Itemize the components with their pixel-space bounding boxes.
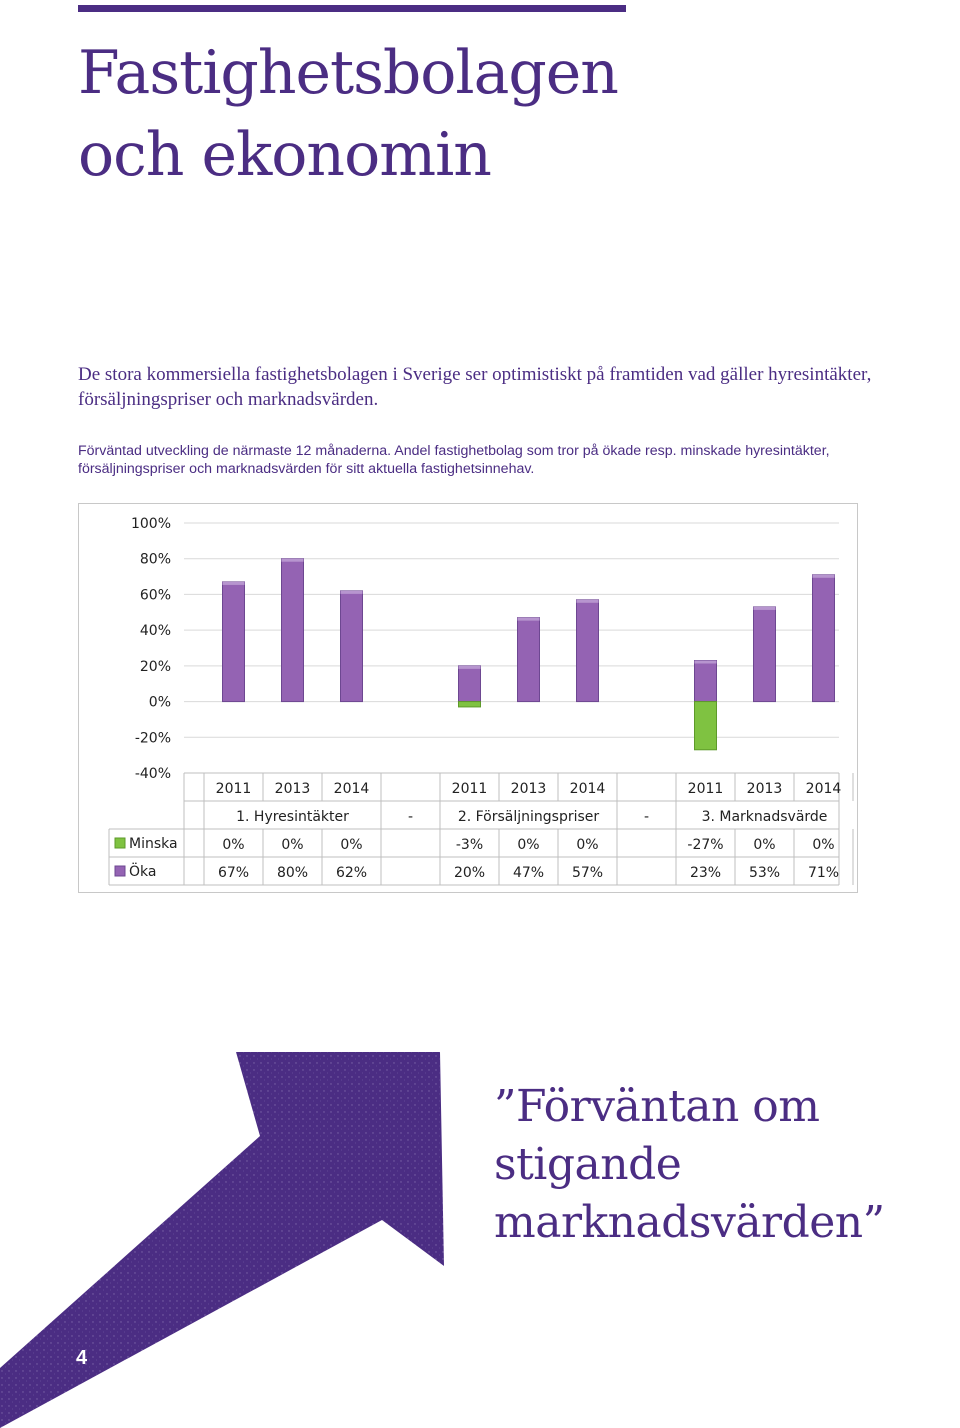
bar-oka-cap — [694, 660, 717, 664]
bar-oka-cap — [576, 599, 599, 603]
y-tick-label: 0% — [149, 695, 171, 711]
bar-oka — [812, 574, 835, 703]
legend-swatch — [114, 865, 126, 877]
y-tick-label: 40% — [140, 623, 171, 639]
top-accent-bar — [78, 5, 626, 12]
x-tick-label: 2014 — [806, 781, 842, 797]
arrow-shape — [0, 1052, 444, 1428]
data-label: 20% — [454, 865, 485, 881]
bar-oka-cap — [222, 581, 245, 585]
data-label: 80% — [277, 865, 308, 881]
data-label: 0% — [753, 837, 775, 853]
page-title-line-1: Fastighetsbolagen — [78, 38, 619, 108]
intro-paragraph: De stora kommersiella fastighetsbolagen … — [78, 364, 872, 410]
page-title: Fastighetsbolagen och ekonomin — [78, 32, 619, 196]
bar-oka-cap — [812, 574, 835, 578]
legend-label: Minska — [129, 836, 178, 852]
arrow-graphic — [0, 1052, 444, 1428]
bar-oka-cap — [340, 590, 363, 594]
bar-oka — [753, 606, 776, 703]
data-label: -27% — [687, 837, 723, 853]
group-label: - — [408, 809, 413, 825]
data-label: 71% — [808, 865, 839, 881]
bar-oka — [222, 581, 245, 703]
x-tick-label: 2011 — [688, 781, 724, 797]
page-title-line-2: och ekonomin — [78, 120, 492, 190]
group-label: 1. Hyresintäkter — [236, 809, 349, 825]
bar-oka — [517, 617, 540, 703]
data-label: 67% — [218, 865, 249, 881]
y-tick-label: 20% — [140, 659, 171, 675]
bar-oka — [576, 599, 599, 703]
chart-caption-line-2: försäljningspriser och marknadsvärden fö… — [78, 461, 535, 477]
y-tick-label: 100% — [131, 516, 171, 532]
x-tick-label: 2013 — [511, 781, 547, 797]
group-label: - — [644, 809, 649, 825]
y-tick-label: 80% — [140, 552, 171, 568]
data-label: 0% — [222, 837, 244, 853]
bar-chart: 100%80%60%40%20%0%-20%-40%2011 2013 2014 20… — [108, 516, 854, 886]
data-label: 47% — [513, 865, 544, 881]
pull-quote-line-2: marknadsvärden” — [494, 1197, 885, 1248]
x-tick-label: 2014 — [570, 781, 606, 797]
x-tick-label: 2014 — [334, 781, 370, 797]
bar-oka — [340, 590, 363, 703]
page-number: 4 — [76, 1347, 88, 1369]
data-label: 57% — [572, 865, 603, 881]
x-tick-label: 2013 — [275, 781, 311, 797]
chart-frame: 100% 80% 60% 40% 20% 0% -20% -40% 2011 2013 2014 20… — [78, 503, 858, 893]
data-label: 0% — [281, 837, 303, 853]
y-tick-label: -20% — [135, 730, 171, 746]
pull-quote: ”Förväntan om stigande marknadsvärden” — [494, 1078, 960, 1252]
bar-oka-cap — [458, 665, 481, 669]
legend-label: Öka — [129, 862, 156, 880]
chart-caption-line-1: Förväntad utveckling de närmaste 12 måna… — [78, 443, 830, 459]
bar-minska — [458, 701, 481, 708]
bar-oka — [458, 665, 481, 703]
x-tick-label: 2011 — [452, 781, 488, 797]
group-label: 2. Försäljningspriser — [458, 809, 600, 825]
bar-oka — [281, 558, 304, 703]
data-label: 53% — [749, 865, 780, 881]
data-label: 0% — [576, 837, 598, 853]
bar-oka-cap — [281, 558, 304, 562]
bar-minska — [694, 701, 717, 751]
x-tick-label: 2013 — [747, 781, 783, 797]
chart-caption: Förväntad utveckling de närmaste 12 måna… — [78, 442, 958, 478]
x-tick-label: 2011 — [216, 781, 252, 797]
pull-quote-line-1: ”Förväntan om stigande — [494, 1081, 820, 1190]
bar-oka-cap — [517, 617, 540, 621]
y-tick-label: 60% — [140, 587, 171, 603]
data-label: -3% — [456, 837, 483, 853]
bar-oka-cap — [753, 606, 776, 610]
group-label: 3. Marknadsvärde — [702, 809, 828, 825]
data-label: 0% — [517, 837, 539, 853]
bar-oka — [694, 660, 717, 703]
data-label: 0% — [812, 837, 834, 853]
legend-swatch — [114, 837, 126, 849]
data-label: 23% — [690, 865, 721, 881]
y-tick-label: -40% — [135, 766, 171, 782]
data-label: 0% — [340, 837, 362, 853]
data-label: 62% — [336, 865, 367, 881]
